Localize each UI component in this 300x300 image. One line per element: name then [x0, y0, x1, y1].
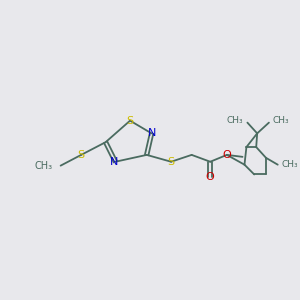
- Text: CH₃: CH₃: [35, 160, 53, 171]
- Text: O: O: [206, 172, 214, 182]
- Text: N: N: [148, 128, 157, 138]
- Text: N: N: [110, 157, 118, 167]
- Text: S: S: [127, 116, 134, 126]
- Text: CH₃: CH₃: [227, 116, 244, 125]
- Text: S: S: [168, 157, 175, 167]
- Text: O: O: [223, 150, 231, 160]
- Text: S: S: [78, 150, 85, 160]
- Text: CH₃: CH₃: [282, 160, 298, 169]
- Text: CH₃: CH₃: [273, 116, 290, 125]
